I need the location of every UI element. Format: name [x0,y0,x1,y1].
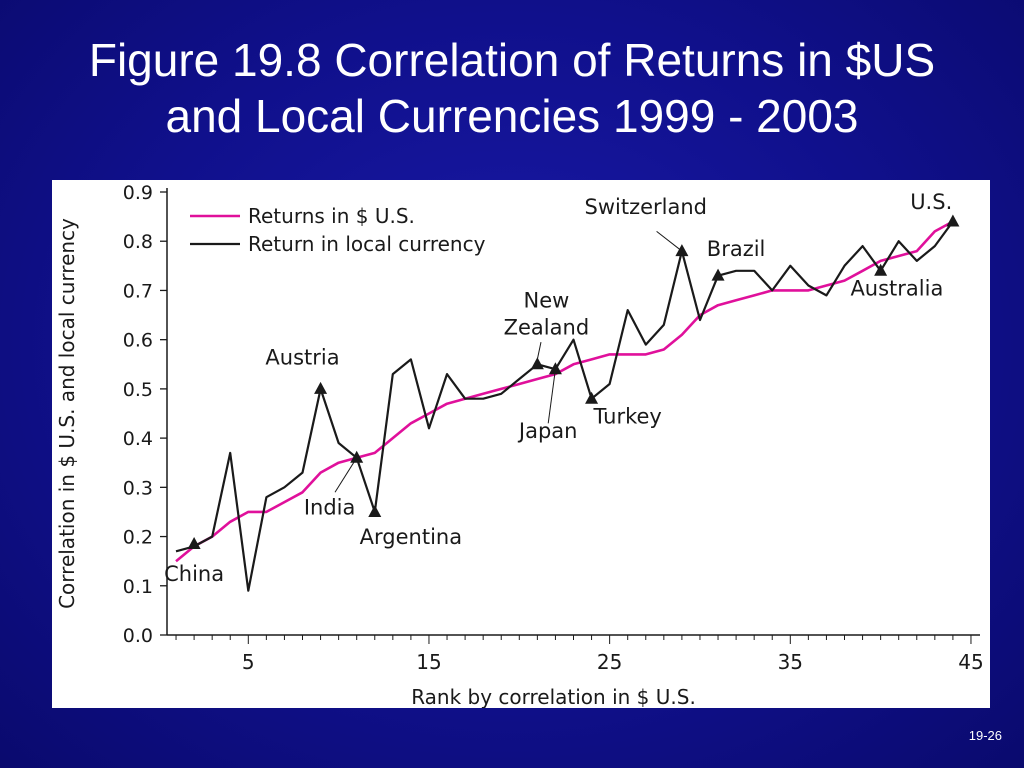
correlation-line-chart: 0.0 0.1 0.2 0.3 0.4 0.5 0.6 0.7 0.8 0.9 5 15 25 35 45 R… [55,182,984,708]
marker-brazil [711,268,725,281]
axes: 0.0 0.1 0.2 0.3 0.4 0.5 0.6 0.7 0.8 0.9 5 15 25 35 45 R… [55,182,984,708]
y-axis-label: Correlation in $ U.S. and local currency [55,218,79,609]
marker-turkey [585,391,599,404]
marker-argentina [368,504,382,517]
y-tick-label: 0.3 [123,477,153,499]
y-tick-label: 0.4 [123,428,153,450]
series-line-local [175,220,954,592]
marker-japan [548,362,562,375]
legend: Returns in $ U.S. Return in local currenc… [190,204,486,256]
leader-japan [547,369,556,424]
label-argentina: Argentina [360,525,462,549]
x-tick-label: 45 [958,650,983,674]
label-switzerland: Switzerland [585,195,708,219]
slide-title: Figure 19.8 Correlation of Returns in $U… [0,32,1024,144]
label-australia: Australia [850,276,943,300]
leader-india [334,457,358,493]
title-line-1: Figure 19.8 Correlation of Returns in $U… [88,34,936,86]
label-turkey: Turkey [593,404,662,428]
marker-us [946,214,960,227]
marker-australia [874,263,888,276]
title-line-2: and Local Currencies 1999 - 2003 [165,90,859,142]
y-tick-label: 0.9 [123,182,153,204]
x-tick-label: 15 [416,650,441,674]
label-austria: Austria [265,345,339,369]
page-number: 19-26 [968,728,1002,743]
label-india: India [304,495,356,519]
marker-china [187,536,201,549]
y-tick-label: 0.0 [123,625,153,647]
label-brazil: Brazil [707,237,766,261]
marker-switzerland [675,244,689,257]
series-lines [175,220,954,592]
chart-panel: 0.0 0.1 0.2 0.3 0.4 0.5 0.6 0.7 0.8 0.9 5 15 25 35 45 R… [52,180,990,708]
legend-label-usd: Returns in $ U.S. [248,204,415,228]
y-tick-label: 0.8 [123,231,153,253]
y-tick-label: 0.2 [123,527,153,549]
label-us: U.S. [910,190,952,214]
series-line-usd [175,220,954,563]
marker-india [350,450,364,463]
leader-switzerland [656,230,683,252]
y-tick-label: 0.7 [123,280,153,302]
y-tick-label: 0.5 [123,379,153,401]
leader-new-zealand [536,342,542,360]
x-tick-label: 35 [778,650,803,674]
x-tick-label: 5 [242,650,255,674]
y-tick-label: 0.6 [123,330,153,352]
x-axis-label: Rank by correlation in $ U.S. [411,685,696,708]
label-new-zealand-line2: Zealand [504,316,590,340]
y-tick-label: 0.1 [123,576,153,598]
marker-austria [314,381,328,394]
x-tick-label: 25 [597,650,622,674]
label-japan: Japan [517,419,578,443]
label-china: China [164,562,224,586]
legend-label-local: Return in local currency [248,232,486,256]
label-new-zealand-line1: New [523,289,569,313]
marker-new-zealand [530,357,544,370]
